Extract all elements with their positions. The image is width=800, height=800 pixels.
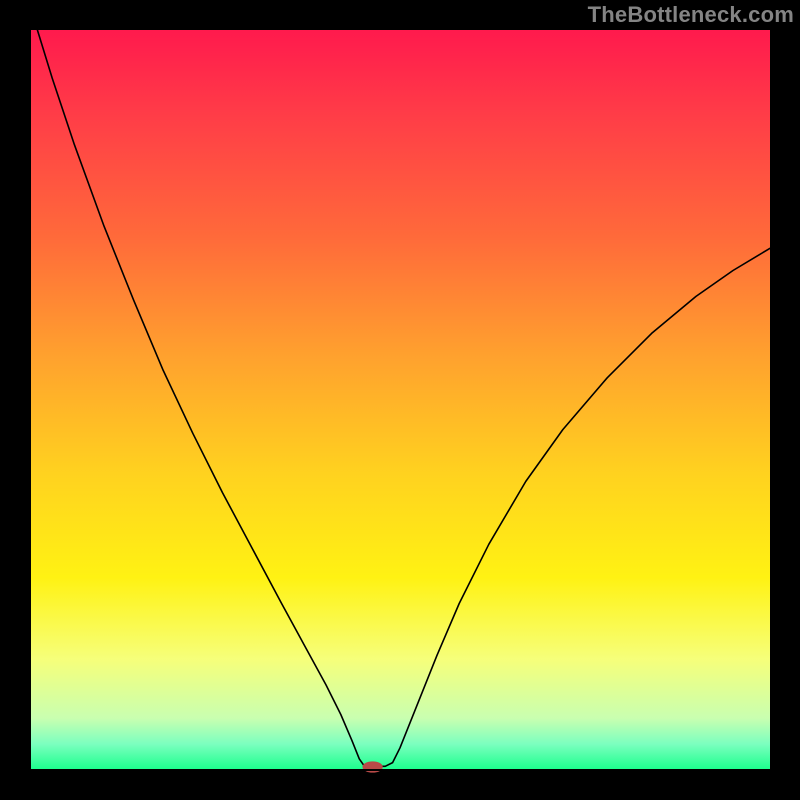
chart-container: TheBottleneck.com — [0, 0, 800, 800]
bottleneck-chart — [0, 0, 800, 800]
plot-background — [30, 30, 770, 770]
watermark-text: TheBottleneck.com — [588, 2, 794, 28]
